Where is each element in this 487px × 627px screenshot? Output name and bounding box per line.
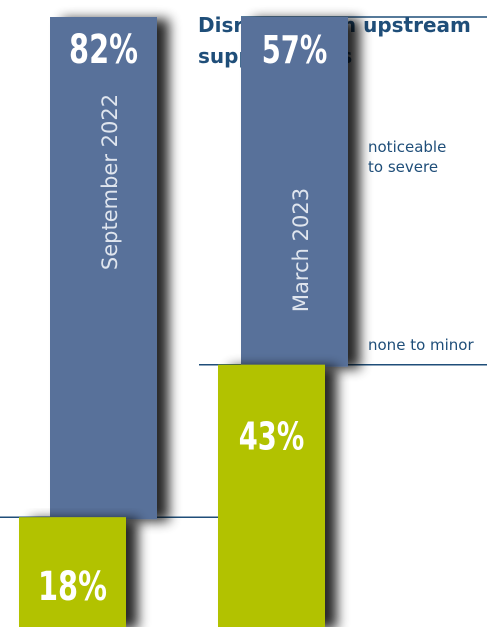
bar-minor-september-2022 — [19, 517, 126, 627]
bars — [19, 17, 348, 627]
legend: noticeable to severe none to minor — [368, 138, 474, 354]
legend-severe-line-1: noticeable — [368, 138, 446, 156]
value-label-minor-september-2022: 18% — [38, 565, 107, 611]
bar-labels: 82% 18% September 2022 57% 43% March 2023 — [38, 27, 327, 610]
category-label-september-2022: September 2022 — [98, 94, 122, 270]
category-label-march-2023: March 2023 — [289, 188, 313, 312]
value-label-severe-september-2022: 82% — [69, 27, 138, 73]
legend-severe-line-2: to severe — [368, 158, 438, 176]
bar-minor-march-2023 — [218, 364, 325, 627]
value-label-minor-march-2023: 43% — [239, 414, 304, 459]
bar-severe-september-2022 — [50, 17, 157, 520]
bar-severe-march-2023 — [241, 17, 348, 367]
legend-minor: none to minor — [368, 336, 474, 354]
value-label-severe-march-2023: 57% — [262, 27, 327, 72]
